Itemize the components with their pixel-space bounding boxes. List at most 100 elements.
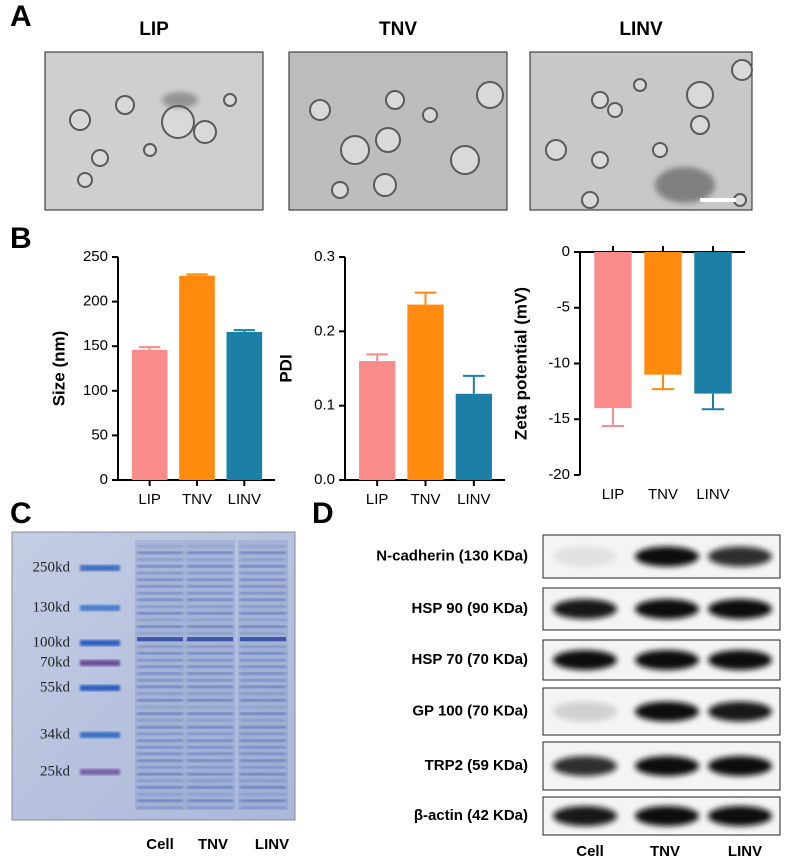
marker-band bbox=[80, 685, 120, 691]
protein-band bbox=[240, 645, 286, 648]
vesicle bbox=[161, 105, 195, 139]
bar bbox=[359, 361, 396, 480]
scale-bar bbox=[700, 198, 736, 202]
protein-band bbox=[240, 759, 286, 762]
protein-band bbox=[240, 598, 286, 602]
protein-band bbox=[137, 786, 183, 789]
marker-band bbox=[80, 660, 120, 666]
protein-band bbox=[187, 618, 233, 622]
protein-label: β-actin (42 KDa) bbox=[414, 807, 528, 824]
y-tick-label: 0 bbox=[562, 243, 570, 260]
protein-band bbox=[137, 685, 183, 689]
bar bbox=[179, 275, 215, 480]
vesicle bbox=[686, 81, 714, 109]
protein-band bbox=[187, 578, 233, 581]
protein-band bbox=[137, 605, 183, 608]
bar bbox=[226, 331, 263, 480]
protein-band bbox=[187, 565, 233, 568]
protein-band bbox=[137, 612, 183, 615]
protein-band bbox=[187, 719, 233, 722]
y-tick-label: 250 bbox=[83, 248, 108, 265]
protein-band bbox=[137, 618, 183, 622]
x-tick-label: TNV bbox=[648, 486, 678, 503]
protein-band bbox=[137, 652, 183, 655]
protein-band bbox=[187, 605, 233, 608]
stain bbox=[162, 92, 198, 108]
x-tick-label: TNV bbox=[182, 491, 212, 508]
protein-band bbox=[187, 725, 233, 729]
vesicle bbox=[607, 102, 623, 118]
x-tick-label: TNV bbox=[411, 491, 441, 508]
lane-label: Cell bbox=[576, 843, 604, 860]
protein-band bbox=[137, 565, 183, 568]
protein-band bbox=[240, 799, 286, 803]
vesicle bbox=[422, 107, 438, 123]
lane-label: LINV bbox=[728, 843, 762, 860]
protein-band bbox=[240, 732, 286, 736]
protein-band bbox=[137, 725, 183, 729]
protein-band bbox=[137, 578, 183, 581]
blot-band bbox=[635, 599, 699, 619]
protein-band bbox=[187, 752, 233, 756]
lane-label: Cell bbox=[146, 836, 174, 853]
x-tick-label: LIP bbox=[138, 491, 161, 508]
protein-band bbox=[240, 692, 286, 695]
protein-band bbox=[240, 652, 286, 655]
protein-band bbox=[137, 779, 183, 782]
blot-band bbox=[553, 599, 617, 619]
vesicle bbox=[143, 143, 157, 157]
protein-band bbox=[187, 685, 233, 689]
protein-label: TRP2 (59 KDa) bbox=[425, 757, 528, 774]
protein-band bbox=[240, 739, 286, 742]
protein-band bbox=[137, 752, 183, 756]
protein-band bbox=[187, 792, 233, 796]
marker-band bbox=[80, 769, 120, 775]
y-tick-label: -10 bbox=[548, 354, 570, 371]
blot-band bbox=[635, 806, 699, 826]
marker-label: 70kd bbox=[40, 654, 71, 670]
protein-band bbox=[137, 665, 183, 669]
protein-band bbox=[137, 692, 183, 695]
y-tick-label: 0 bbox=[100, 471, 108, 488]
panel-label: A bbox=[10, 0, 32, 33]
protein-band bbox=[137, 645, 183, 648]
protein-band bbox=[240, 779, 286, 782]
blot-band bbox=[708, 650, 772, 670]
marker-band bbox=[80, 732, 120, 738]
protein-band bbox=[137, 772, 183, 776]
protein-band bbox=[137, 558, 183, 561]
protein-band bbox=[187, 545, 233, 548]
x-tick-label: LIP bbox=[602, 486, 625, 503]
tem-image bbox=[44, 51, 264, 211]
vesicle bbox=[385, 90, 405, 110]
vesicle bbox=[373, 173, 397, 197]
x-tick-label: LINV bbox=[696, 486, 729, 503]
marker-label: 55kd bbox=[40, 679, 71, 695]
vesicle bbox=[69, 109, 91, 131]
y-tick-label: 50 bbox=[91, 426, 108, 443]
vesicle bbox=[309, 99, 331, 121]
protein-band bbox=[240, 571, 286, 575]
protein-band bbox=[187, 591, 233, 595]
vesicle bbox=[340, 135, 370, 165]
protein-band bbox=[240, 679, 286, 682]
protein-band bbox=[137, 658, 183, 662]
protein-band bbox=[137, 719, 183, 722]
protein-band bbox=[240, 772, 286, 776]
bar bbox=[644, 252, 682, 375]
vesicle bbox=[591, 91, 609, 109]
protein-band bbox=[187, 786, 233, 789]
lane-label: LINV bbox=[255, 836, 289, 853]
y-tick-label: -5 bbox=[557, 299, 570, 316]
protein-band bbox=[137, 766, 183, 769]
protein-band bbox=[137, 632, 183, 635]
protein-label: N-cadherin (130 KDa) bbox=[376, 547, 528, 564]
marker-label: 130kd bbox=[33, 599, 71, 615]
y-tick-label: 200 bbox=[83, 293, 108, 310]
protein-band bbox=[137, 598, 183, 602]
gel-lane bbox=[185, 540, 235, 810]
protein-band bbox=[187, 705, 233, 709]
protein-band bbox=[137, 591, 183, 595]
marker-label: 34kd bbox=[40, 726, 71, 742]
protein-band bbox=[187, 558, 233, 561]
